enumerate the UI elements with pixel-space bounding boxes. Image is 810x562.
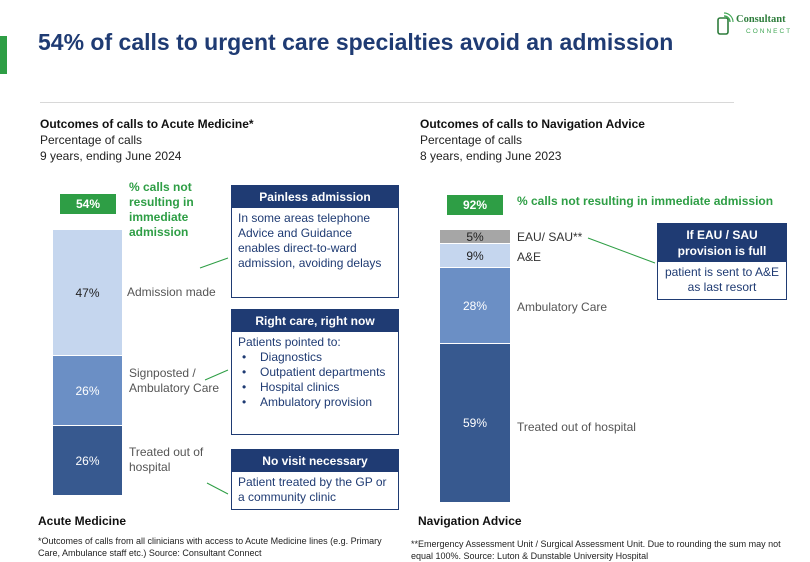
series-label-treated-out: Treated out of hospital xyxy=(517,420,636,434)
logo-text: Consultant xyxy=(736,14,786,25)
series-label-ambulatory: Ambulatory Care xyxy=(517,300,608,314)
right-chart-period: 8 years, ending June 2023 xyxy=(420,149,562,163)
bar-segment-treated-out-of-hospital: 26% xyxy=(53,425,122,495)
list-item: Ambulatory provision xyxy=(238,395,392,410)
callout-heading: No visit necessary xyxy=(232,450,398,472)
logo: Consultant CONNECT xyxy=(716,12,796,42)
bar-segment-treated-out-of-hospital: 59% xyxy=(440,343,510,502)
callout-eau-sau: If EAU / SAU provision is full patient i… xyxy=(657,223,787,300)
series-label-admission-made: Admission made xyxy=(127,285,216,299)
data-label: 47% xyxy=(75,285,100,300)
data-label: 5% xyxy=(466,229,484,244)
data-label: 26% xyxy=(75,383,100,398)
bar-segment-ae: 9% xyxy=(440,243,510,267)
left-chart-subtitle: Percentage of calls xyxy=(40,133,143,147)
data-label: 26% xyxy=(75,453,100,468)
callout-body: patient is sent to A&E as last resort xyxy=(664,265,780,294)
bar-segment-signposted-ambulatory: 26% xyxy=(53,355,122,425)
connector-line xyxy=(204,369,229,381)
right-pct-badge: 92% xyxy=(447,195,503,215)
left-stacked-bar: 26% 26% 47% xyxy=(53,229,122,495)
callout-body: In some areas telephone Advice and Guida… xyxy=(238,211,382,270)
left-footnote: *Outcomes of calls from all clinicians w… xyxy=(38,536,382,558)
accent-bar xyxy=(0,36,7,74)
series-label-eau-sau: EAU/ SAU** xyxy=(517,230,583,244)
bar-segment-admission-made: 47% xyxy=(53,229,122,355)
left-chart-title: Outcomes of calls to Acute Medicine* xyxy=(40,117,254,131)
right-chart-subtitle: Percentage of calls xyxy=(420,133,523,147)
connector-line xyxy=(206,482,229,495)
data-label: 59% xyxy=(462,416,488,430)
connector-line xyxy=(587,237,656,264)
page-title: 54% of calls to urgent care specialties … xyxy=(38,29,674,55)
callout-heading: Right care, right now xyxy=(232,310,398,332)
phone-logo-icon xyxy=(717,12,734,35)
left-pct-badge: 54% xyxy=(60,194,116,214)
right-chart-title: Outcomes of calls to Navigation Advice xyxy=(420,117,645,131)
callout-heading: If EAU / SAU provision is full xyxy=(658,224,786,262)
callout-intro: Patients pointed to: xyxy=(238,335,341,349)
left-badge-label: % calls not resulting in immediate admis… xyxy=(129,180,194,239)
logo-subtext: CONNECT xyxy=(746,28,793,35)
bar-segment-eau-sau: 5% xyxy=(440,229,510,244)
series-label-treated-out: Treated out of hospital xyxy=(129,445,204,474)
left-chart-period: 9 years, ending June 2024 xyxy=(40,149,182,163)
series-label-signposted: Signposted / Ambulatory Care xyxy=(129,366,220,395)
list-item: Outpatient departments xyxy=(238,365,392,380)
right-bar-category: Navigation Advice xyxy=(418,514,522,528)
callout-right-care: Right care, right now Patients pointed t… xyxy=(231,309,399,435)
right-badge-label: % calls not resulting in immediate admis… xyxy=(517,194,774,208)
callout-heading: Painless admission xyxy=(232,186,398,208)
divider xyxy=(40,102,734,103)
data-label: 28% xyxy=(462,298,488,313)
right-footnote: **Emergency Assessment Unit / Surgical A… xyxy=(411,539,781,561)
callout-no-visit: No visit necessary Patient treated by th… xyxy=(231,449,399,510)
callout-body: Patient treated by the GP or a community… xyxy=(238,475,387,504)
list-item: Diagnostics xyxy=(238,350,392,365)
left-bar-category: Acute Medicine xyxy=(38,514,127,528)
list-item: Hospital clinics xyxy=(238,380,392,395)
connector-line xyxy=(199,257,229,269)
right-stacked-bar: 59% 28% 9% 5% xyxy=(440,229,510,502)
callout-painless-admission: Painless admission In some areas telepho… xyxy=(231,185,399,298)
series-label-ae: A&E xyxy=(517,250,542,264)
data-label: 9% xyxy=(466,248,484,263)
bar-segment-ambulatory-care: 28% xyxy=(440,267,510,343)
